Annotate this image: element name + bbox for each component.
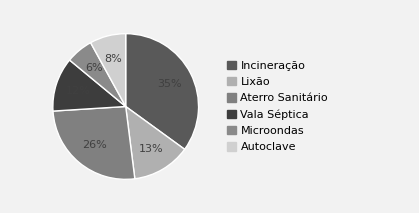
Wedge shape (126, 34, 199, 149)
Text: 35%: 35% (158, 79, 182, 89)
Text: 12%: 12% (66, 86, 91, 96)
Text: 8%: 8% (104, 53, 122, 63)
Legend: Incineração, Lixão, Aterro Sanitário, Vala Séptica, Microondas, Autoclave: Incineração, Lixão, Aterro Sanitário, Va… (227, 61, 328, 152)
Wedge shape (91, 34, 126, 106)
Text: 6%: 6% (85, 63, 103, 73)
Text: 13%: 13% (139, 144, 163, 154)
Wedge shape (53, 106, 135, 179)
Wedge shape (70, 43, 126, 106)
Text: 26%: 26% (82, 140, 106, 150)
Wedge shape (53, 60, 126, 111)
Wedge shape (126, 106, 185, 179)
